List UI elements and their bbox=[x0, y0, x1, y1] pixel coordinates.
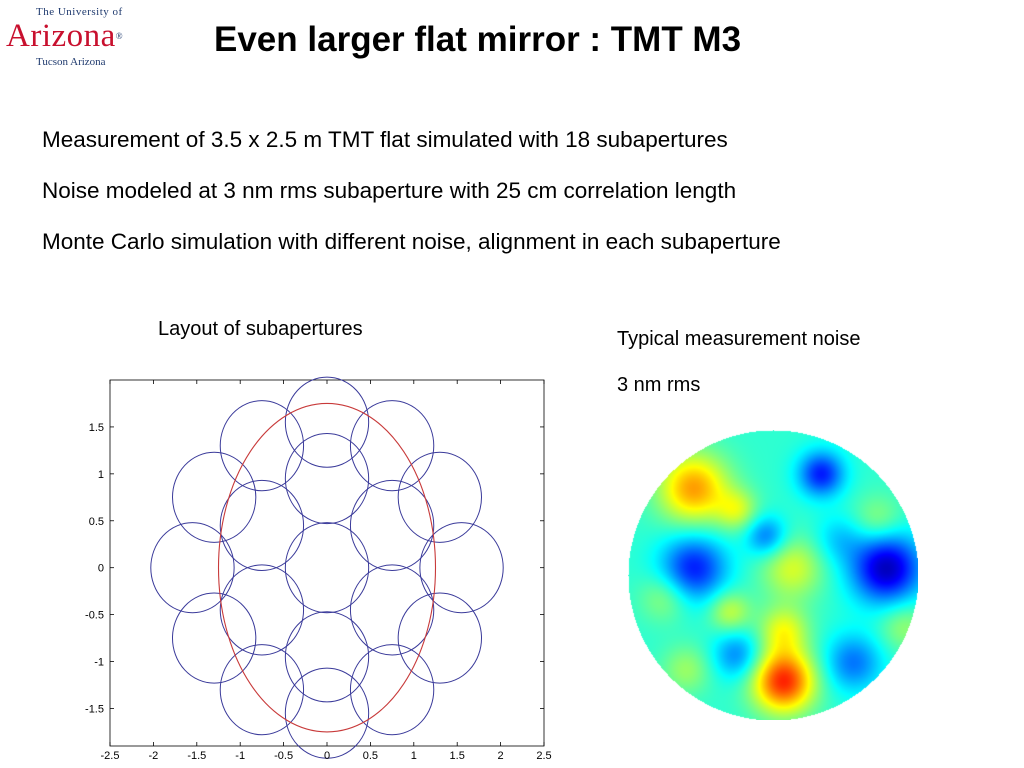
y-tick-label: 1 bbox=[98, 469, 104, 481]
noise-rms-label: 3 nm rms bbox=[617, 374, 701, 396]
subaperture-circle bbox=[171, 451, 257, 543]
noise-map-heatmap bbox=[628, 430, 918, 720]
x-tick-label: 2.5 bbox=[536, 750, 551, 762]
subaperture-circle bbox=[349, 564, 435, 656]
bullet-noise-model: Noise modeled at 3 nm rms subaperture wi… bbox=[42, 178, 737, 203]
subaperture-circle bbox=[219, 479, 305, 572]
subaperture-circle bbox=[284, 611, 370, 703]
bullet-monte-carlo: Monte Carlo simulation with different no… bbox=[42, 229, 781, 254]
x-tick-label: 1 bbox=[411, 750, 417, 762]
x-tick-label: -2.5 bbox=[101, 750, 120, 762]
subaperture-circle bbox=[284, 667, 370, 759]
x-tick-label: -0.5 bbox=[274, 750, 293, 762]
slide-title: Even larger flat mirror : TMT M3 bbox=[214, 20, 742, 59]
subaperture-circle bbox=[284, 376, 370, 468]
y-tick-label: -1.5 bbox=[85, 703, 104, 715]
y-tick-label: -0.5 bbox=[85, 610, 104, 622]
x-tick-label: 0.5 bbox=[363, 750, 378, 762]
y-tick-label: -1 bbox=[94, 657, 104, 669]
subaperture-circle bbox=[419, 522, 504, 614]
x-tick-label: -2 bbox=[149, 750, 159, 762]
plot-frame bbox=[109, 379, 545, 747]
subaperture-circle bbox=[397, 451, 483, 543]
university-logo: The University of Arizona® Tucson Arizon… bbox=[6, 6, 156, 70]
subaperture-layout-chart: -2.5 -2 -1.5 -1 -0.5 0 0.5 1 1.5 2 2.5 1.5 1 0.5 0 -0.5… bbox=[85, 376, 552, 762]
registered-mark: ® bbox=[115, 31, 124, 41]
subaperture-circle bbox=[349, 400, 435, 492]
subaperture-circle bbox=[284, 432, 370, 525]
subaperture-circle bbox=[219, 644, 305, 736]
noise-caption: Typical measurement noise bbox=[617, 328, 861, 350]
mirror-outline-ellipse bbox=[217, 402, 437, 733]
logo-main: Arizona® bbox=[6, 18, 123, 54]
logo-top-line: The University of bbox=[36, 6, 123, 18]
subaperture-circle bbox=[349, 479, 435, 572]
y-tick-label: 1.5 bbox=[89, 422, 104, 434]
x-tick-label: -1.5 bbox=[187, 750, 206, 762]
logo-wordmark: Arizona bbox=[6, 18, 116, 54]
subaperture-circle bbox=[284, 522, 370, 614]
subaperture-circle bbox=[171, 592, 257, 684]
x-tick-label: 0 bbox=[324, 750, 330, 762]
x-tick-label: -1 bbox=[235, 750, 245, 762]
subaperture-circle bbox=[349, 644, 435, 736]
x-tick-label: 2 bbox=[498, 750, 504, 762]
logo-bottom-line: Tucson Arizona bbox=[36, 56, 106, 68]
subaperture-circle bbox=[397, 592, 483, 684]
layout-caption: Layout of subapertures bbox=[158, 318, 363, 340]
y-tick-label: 0.5 bbox=[89, 516, 104, 528]
subaperture-circle bbox=[219, 564, 305, 656]
subaperture-circle bbox=[219, 400, 305, 492]
subaperture-circle bbox=[150, 522, 235, 614]
y-tick-label: 0 bbox=[98, 563, 104, 575]
bullet-measurement: Measurement of 3.5 x 2.5 m TMT flat simu… bbox=[42, 127, 728, 152]
x-tick-label: 1.5 bbox=[450, 750, 465, 762]
